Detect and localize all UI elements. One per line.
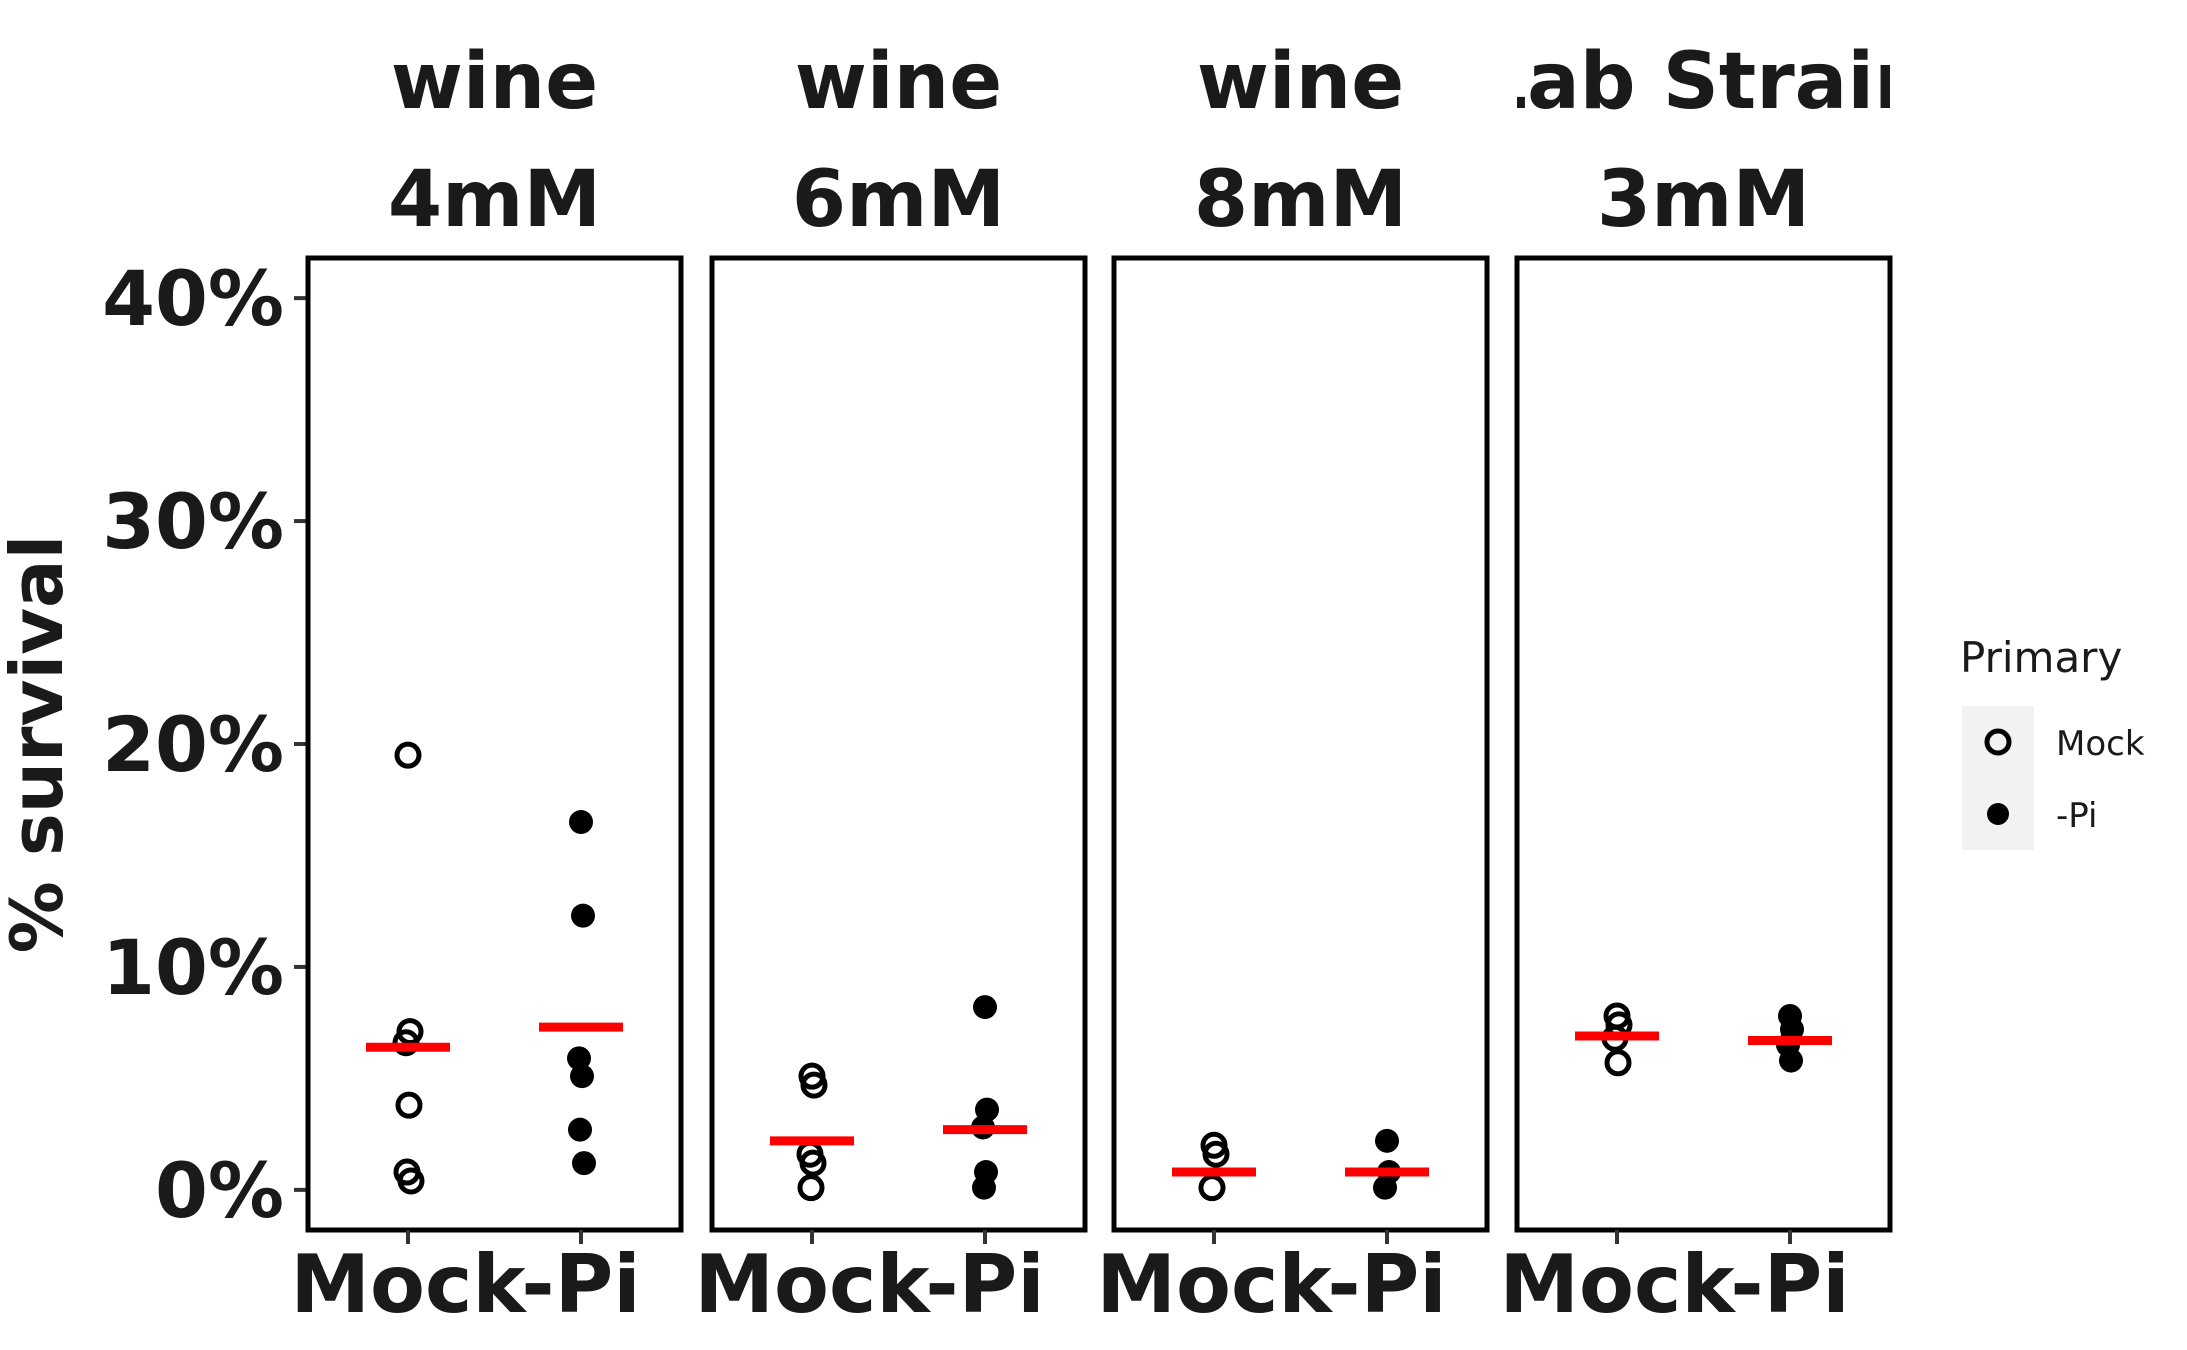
pi-point (1375, 1128, 1399, 1153)
y-tick-label: 0% (155, 1146, 284, 1235)
facet-panel: Lab Strain 3mM Mock-Pi (1477, 37, 1929, 1331)
facet-title-line2: 4mM (388, 155, 601, 245)
facet-panels: wine4mMMock-Piwine6mMMock-Piwine8mMMock-… (290, 37, 1929, 1331)
legend: Primary Mock -Pi (1960, 633, 2145, 850)
x-tick-label: Mock (694, 1238, 931, 1331)
x-tick-label: -Pi (925, 1238, 1044, 1331)
mock-point (797, 1174, 825, 1202)
mock-point (1198, 1174, 1226, 1202)
facet-title-line2: 8mM (1194, 155, 1407, 245)
pi-point (973, 995, 997, 1020)
panel-border (305, 255, 684, 1233)
mock-point (1604, 1049, 1632, 1077)
pi-point (571, 903, 595, 928)
x-tick-label: -Pi (1730, 1238, 1849, 1331)
facet-title-line1: wine (391, 37, 598, 127)
x-tick-label: Mock (1096, 1238, 1333, 1331)
y-tick-label: 10% (102, 923, 284, 1012)
mock-point (800, 1071, 828, 1099)
y-tick-label: 20% (102, 700, 284, 789)
panel-border (1111, 255, 1490, 1233)
mock-point (799, 1149, 827, 1177)
facet-title-line2: 3mM (1597, 155, 1810, 245)
y-tick-label: 40% (102, 254, 284, 343)
y-tick-labels: 0% 10% 20% 30% 40% (102, 254, 284, 1235)
mock-point (394, 741, 422, 769)
panel-border (709, 255, 1088, 1233)
facet-title-line1: wine (795, 37, 1002, 127)
x-tick-label: Mock (290, 1238, 527, 1331)
pi-point (567, 1046, 591, 1071)
legend-pi-marker (1987, 803, 2009, 825)
legend-title: Primary (1960, 633, 2122, 682)
pi-point (572, 1151, 596, 1176)
panel-border (1514, 255, 1893, 1233)
pi-point (972, 1175, 996, 1200)
legend-mock-marker (1984, 728, 2012, 756)
facet-title-line1: Lab Strain (1477, 37, 1929, 127)
x-tick-label: -Pi (521, 1238, 640, 1331)
y-tick-label: 30% (102, 477, 284, 566)
facet-panel: wine 4mM Mock-Pi (290, 37, 684, 1331)
facet-panel: wine 8mM Mock-Pi (1096, 37, 1490, 1331)
x-tick-label: Mock (1499, 1238, 1736, 1331)
mock-point (395, 1091, 423, 1119)
legend-label-mock: Mock (2056, 724, 2145, 764)
pi-point (1779, 1048, 1803, 1073)
x-tick-label: -Pi (1327, 1238, 1446, 1331)
pi-point (569, 810, 593, 835)
legend-key-background (1962, 706, 2034, 850)
mock-point (397, 1167, 425, 1195)
pi-point (1373, 1175, 1397, 1200)
legend-label-pi: -Pi (2056, 796, 2097, 836)
facet-panel: wine 6mM Mock-Pi (694, 37, 1088, 1331)
pi-point (570, 1064, 594, 1089)
pi-point (568, 1117, 592, 1142)
facet-title-line2: 6mM (792, 155, 1005, 245)
y-axis-label: % survival (0, 535, 79, 954)
facet-title-line1: wine (1197, 37, 1404, 127)
mock-point (1202, 1140, 1230, 1168)
pi-point (975, 1097, 999, 1122)
